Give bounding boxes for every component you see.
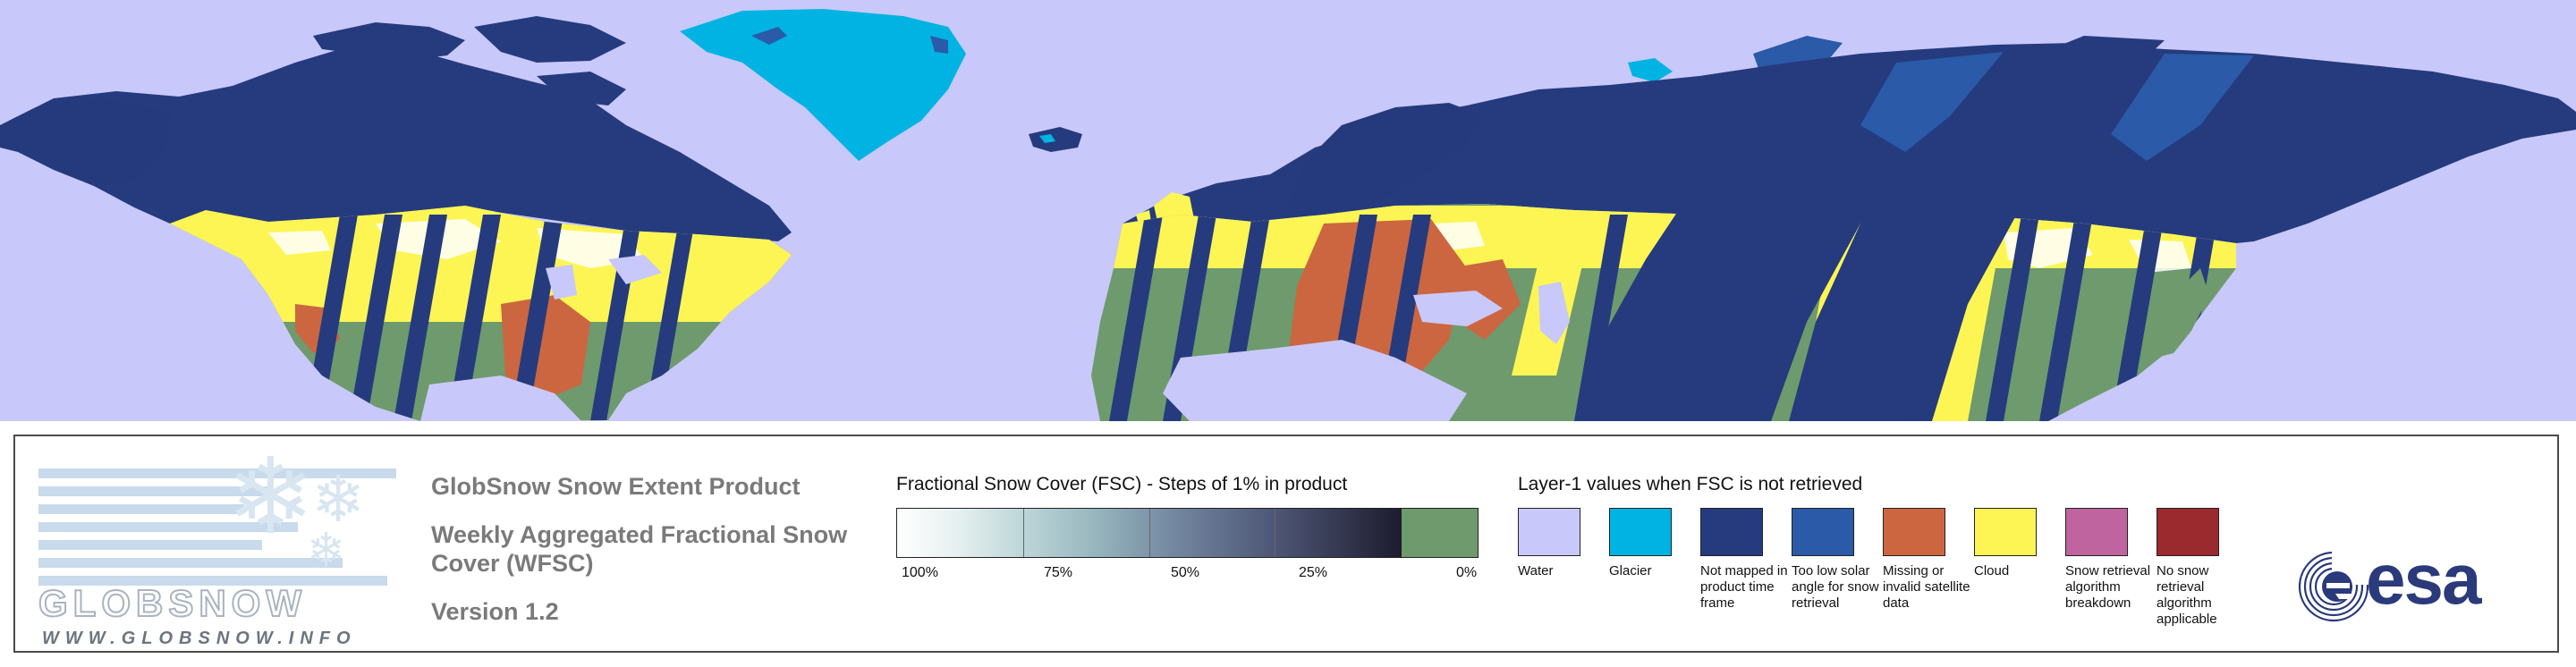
legend-label: Snow retrieval algorithm breakdown [2065, 563, 2151, 611]
legend-swatch [1974, 508, 2037, 556]
fsc-gradient [897, 509, 1401, 557]
product-version: Version 1.2 [431, 598, 559, 625]
greenland-coast [751, 27, 948, 54]
fsc-label: 0% [1456, 565, 1478, 580]
snowflake-icon-tiny: ❄ [307, 524, 346, 578]
layer1-swatches: Water Glacier Not mapped in product time… [1518, 508, 2251, 633]
fsc-color-bar [896, 508, 1479, 558]
fsc-scale: Fractional Snow Cover (FSC) - Steps of 1… [896, 474, 1482, 585]
swath-not-mapped-2 [1789, 36, 2165, 421]
legend-item-breakdown: Snow retrieval algorithm breakdown [2065, 508, 2157, 612]
iceland [1029, 127, 1082, 152]
legend-item-cloud: Cloud [1974, 508, 2065, 579]
iceland-glacier [1039, 134, 1055, 143]
layer1-title: Layer-1 values when FSC is not retrieved [1518, 474, 1863, 494]
legend-item-water: Water [1518, 508, 1609, 579]
legend-item-no-retrieval: No snow retrieval algorithm applicable [2157, 508, 2248, 628]
legend-label: Not mapped in product time frame [1700, 563, 1788, 611]
esa-emblem-icon [2298, 549, 2371, 622]
legend-label: Too low solar angle for snow retrieval [1792, 563, 1879, 611]
legend-label: No snow retrieval algorithm applicable [2157, 563, 2217, 627]
legend-label: Missing or invalid satellite data [1883, 563, 1970, 611]
legend-swatch [1518, 508, 1580, 556]
legend-item-missing-invalid: Missing or invalid satellite data [1883, 508, 1974, 612]
legend-item-glacier: Glacier [1609, 508, 1700, 579]
legend-swatch [1609, 508, 1672, 556]
swath-too-low-solar-2 [2111, 54, 2254, 161]
legend-label: Cloud [1974, 563, 2010, 578]
legend-panel: ❄ ❄ ❄ GLOBSNOW WWW.GLOBSNOW.INFO GlobSno… [13, 435, 2559, 653]
legend-swatch [1700, 508, 1763, 556]
kamchatka [2326, 125, 2379, 197]
snowflake-icon-small: ❄ [311, 461, 366, 536]
layer1-legend: Layer-1 values when FSC is not retrieved… [1518, 474, 2251, 633]
product-subtitle: Weekly Aggregated Fractional Snow Cover … [431, 521, 848, 577]
legend-item-too-low-solar: Too low solar angle for snow retrieval [1792, 508, 1883, 612]
legend-swatch [1792, 508, 1854, 556]
legend-item-not-mapped: Not mapped in product time frame [1700, 508, 1792, 612]
legend-label: Water [1518, 563, 1554, 578]
logo-wordmark: GLOBSNOW [38, 582, 307, 624]
fsc-label: 25% [1299, 565, 1328, 580]
arctic-islands [313, 16, 626, 106]
fsc-label: 75% [1044, 565, 1073, 580]
fsc-scale-title: Fractional Snow Cover (FSC) - Steps of 1… [896, 474, 1348, 494]
svalbard [1628, 58, 1673, 82]
product-title: GlobSnow Snow Extent Product [431, 473, 801, 500]
fsc-label: 100% [902, 565, 938, 580]
swath-too-low-solar [1860, 52, 2004, 152]
product-titles: GlobSnow Snow Extent Product Weekly Aggr… [431, 472, 896, 626]
esa-logo: esa [2296, 542, 2529, 640]
snowflake-icon: ❄ [226, 435, 315, 558]
logo-url: WWW.GLOBSNOW.INFO [42, 629, 357, 648]
japan [2156, 268, 2209, 358]
alaska-region [0, 98, 170, 188]
legend-swatch [2157, 508, 2219, 556]
fsc-zero-swatch [1401, 509, 1478, 557]
fsc-scale-labels: 100% 75% 50% 25% 0% [896, 565, 1479, 585]
legend-swatch [2065, 508, 2128, 556]
globsnow-logo: ❄ ❄ ❄ GLOBSNOW WWW.GLOBSNOW.INFO [38, 443, 396, 648]
esa-wordmark: esa [2366, 539, 2481, 619]
gulf-of-mexico [420, 376, 581, 421]
fsc-label: 50% [1171, 565, 1200, 580]
legend-swatch [1883, 508, 1945, 556]
greenland [680, 9, 966, 161]
north-america-northern-region [9, 49, 792, 241]
legend-label: Glacier [1609, 563, 1652, 578]
scandinavia [1288, 103, 1485, 219]
snow-cover-map [0, 0, 2576, 421]
